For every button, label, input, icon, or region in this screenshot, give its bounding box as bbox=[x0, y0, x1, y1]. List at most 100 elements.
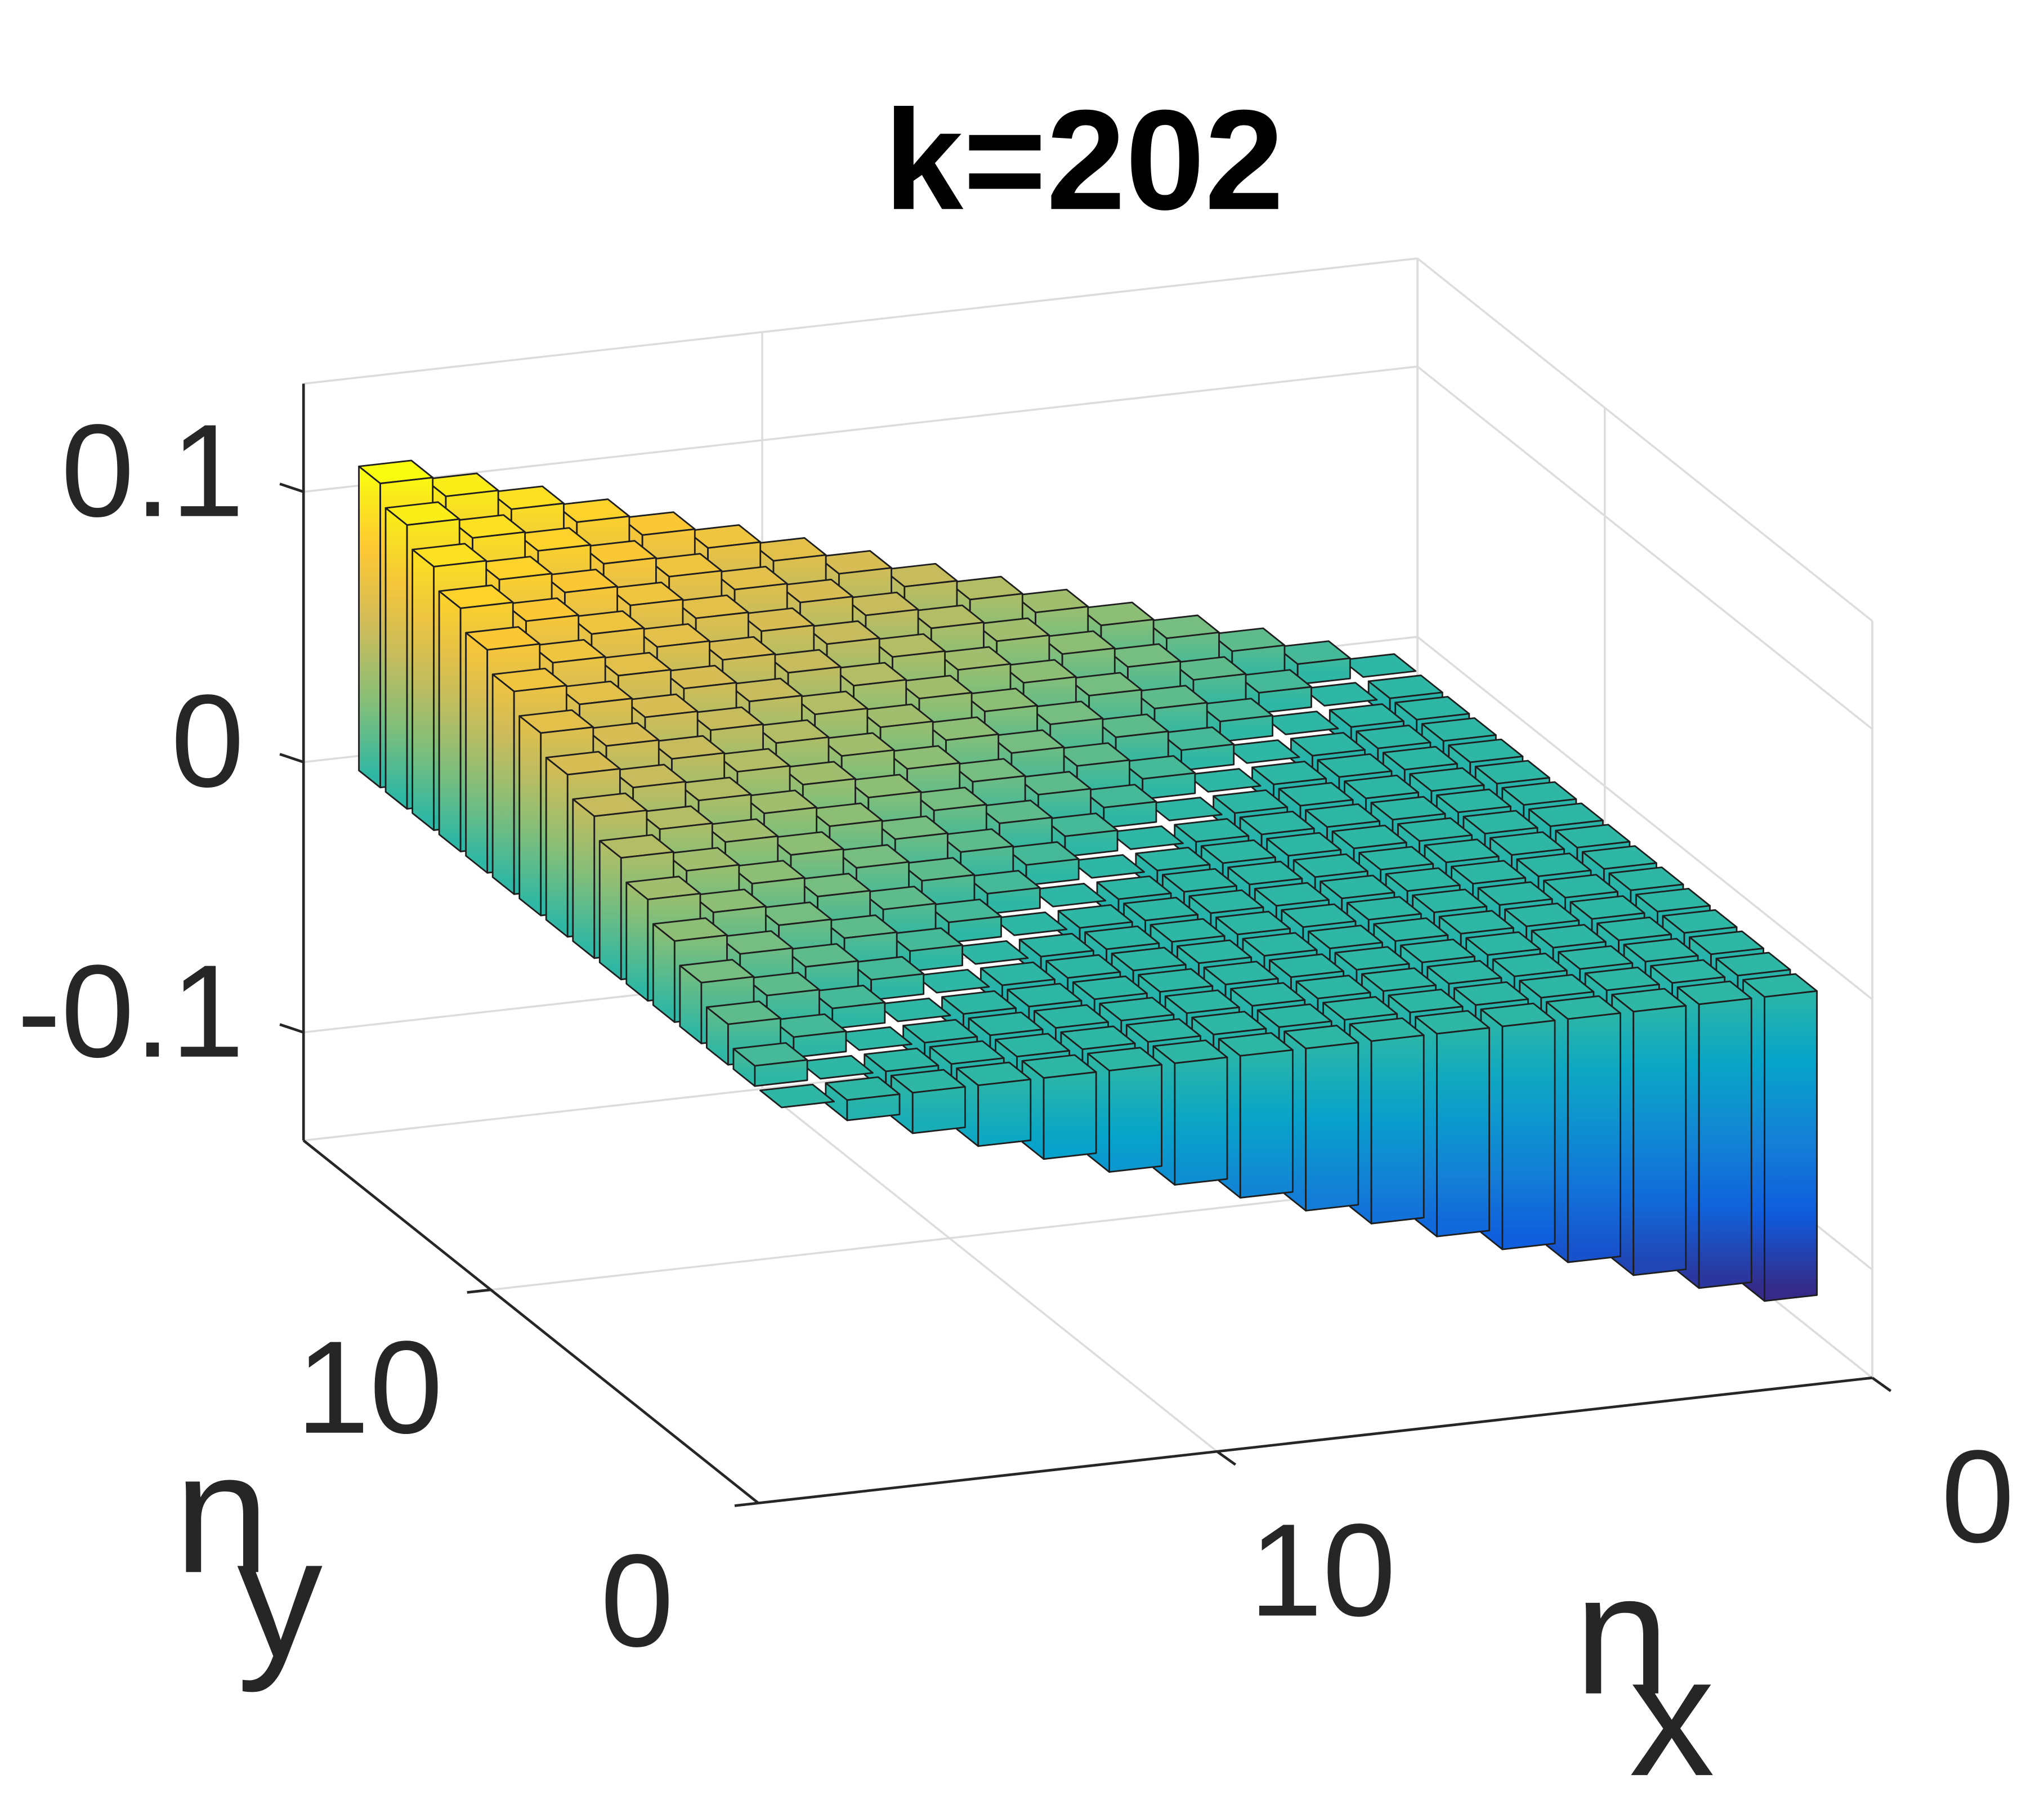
z-tick bbox=[279, 753, 304, 763]
bar-face bbox=[875, 997, 951, 1022]
bar-face bbox=[412, 548, 435, 831]
bar bbox=[1545, 995, 1621, 1263]
x-axis-label-subscript: x bbox=[1629, 1620, 1715, 1805]
bar-face bbox=[1142, 772, 1196, 800]
bar bbox=[890, 1069, 966, 1134]
box-edge bbox=[1416, 257, 1873, 622]
y-tick bbox=[467, 1288, 491, 1294]
bar-face bbox=[1567, 1012, 1621, 1263]
bar-face bbox=[798, 1055, 874, 1080]
bar-face bbox=[909, 944, 963, 972]
bar-face bbox=[1370, 1034, 1425, 1225]
chart-title: k=202 bbox=[884, 80, 1283, 239]
bar-face bbox=[1305, 1042, 1359, 1212]
bar-face bbox=[572, 798, 596, 959]
x-axis-label: n bbox=[1574, 1538, 1669, 1730]
bar-face bbox=[992, 912, 1068, 936]
bar-face bbox=[837, 1026, 913, 1051]
bar-face bbox=[1341, 653, 1417, 678]
bar bbox=[732, 1042, 808, 1087]
bar bbox=[1070, 854, 1146, 879]
bar-face bbox=[1174, 1056, 1228, 1186]
grid-line bbox=[1416, 636, 1873, 1000]
bar-face bbox=[986, 887, 1041, 915]
bar-face bbox=[870, 973, 925, 1001]
y-tick bbox=[734, 1502, 759, 1507]
bar bbox=[875, 997, 951, 1022]
grid-line bbox=[1416, 365, 1873, 730]
bar bbox=[759, 1083, 835, 1109]
bar-face bbox=[1258, 686, 1312, 714]
y-tick-label: 0 bbox=[601, 1527, 674, 1674]
bar bbox=[1283, 1025, 1359, 1212]
bar-face bbox=[754, 1059, 808, 1087]
bar-face bbox=[793, 1030, 847, 1058]
grid-line bbox=[303, 365, 1418, 493]
bar-face bbox=[1263, 711, 1339, 735]
z-tick bbox=[279, 482, 304, 493]
x-tick-label: 0 bbox=[1941, 1423, 2014, 1570]
bar-face bbox=[1180, 743, 1235, 771]
bar bbox=[837, 1026, 913, 1051]
bar bbox=[1021, 1054, 1097, 1160]
bar-face bbox=[1103, 801, 1157, 829]
bar bbox=[1087, 1047, 1163, 1173]
bar bbox=[956, 1061, 1032, 1147]
bar-face bbox=[545, 757, 569, 938]
bar bbox=[1186, 768, 1262, 793]
bar bbox=[1224, 739, 1300, 764]
bar-face bbox=[1302, 682, 1378, 707]
bar bbox=[1263, 711, 1339, 735]
y-axis-label-subscript: y bbox=[237, 1501, 323, 1694]
bar-face bbox=[1224, 739, 1300, 764]
bar bbox=[914, 968, 990, 994]
bar bbox=[1031, 883, 1107, 908]
bar-face bbox=[598, 839, 622, 981]
bar-face bbox=[1186, 768, 1262, 793]
bar bbox=[953, 940, 1029, 965]
bar bbox=[1611, 988, 1687, 1276]
bar-face bbox=[625, 881, 649, 1002]
bar-face bbox=[1219, 714, 1273, 743]
y-axis-label: n bbox=[174, 1417, 269, 1609]
bar bbox=[1676, 980, 1752, 1289]
x-axis bbox=[758, 1376, 1873, 1505]
bar bbox=[1147, 797, 1223, 821]
z-tick-label: 0.1 bbox=[61, 397, 244, 544]
bar bbox=[1480, 1002, 1556, 1250]
bar bbox=[992, 912, 1068, 936]
bar-face bbox=[384, 507, 408, 810]
bar bbox=[1349, 1017, 1425, 1225]
bar-face bbox=[947, 915, 1002, 944]
z-tick-label: -0.1 bbox=[17, 937, 244, 1085]
bar-face bbox=[846, 1093, 901, 1122]
bar-face bbox=[1108, 825, 1184, 850]
bar bbox=[825, 1076, 901, 1122]
bar-face bbox=[1436, 1027, 1491, 1237]
x-tick bbox=[1871, 1377, 1892, 1392]
bar-face bbox=[652, 923, 676, 1023]
bar-face bbox=[1501, 1020, 1556, 1250]
bar-face bbox=[1031, 883, 1107, 908]
grid-line bbox=[761, 1088, 1218, 1453]
bar-face bbox=[953, 940, 1029, 965]
box-edge bbox=[303, 257, 1418, 385]
bar-face bbox=[1698, 997, 1752, 1289]
bar-face bbox=[1764, 990, 1818, 1302]
bar-face bbox=[977, 1078, 1032, 1147]
bar bbox=[1742, 973, 1818, 1302]
bar bbox=[1275, 640, 1351, 685]
y-axis bbox=[302, 1139, 759, 1504]
x-tick bbox=[1216, 1450, 1237, 1466]
y-tick-label: 10 bbox=[296, 1313, 442, 1461]
bar-face bbox=[831, 1002, 886, 1030]
bar bbox=[1415, 1009, 1491, 1237]
bar-face bbox=[1043, 1071, 1097, 1160]
x-tick-label: 10 bbox=[1249, 1496, 1396, 1643]
bar-face bbox=[1070, 854, 1146, 879]
bar-face bbox=[759, 1083, 835, 1109]
bar-face bbox=[1108, 1064, 1163, 1173]
bar bbox=[1218, 1032, 1294, 1199]
bar-face bbox=[1296, 657, 1351, 685]
